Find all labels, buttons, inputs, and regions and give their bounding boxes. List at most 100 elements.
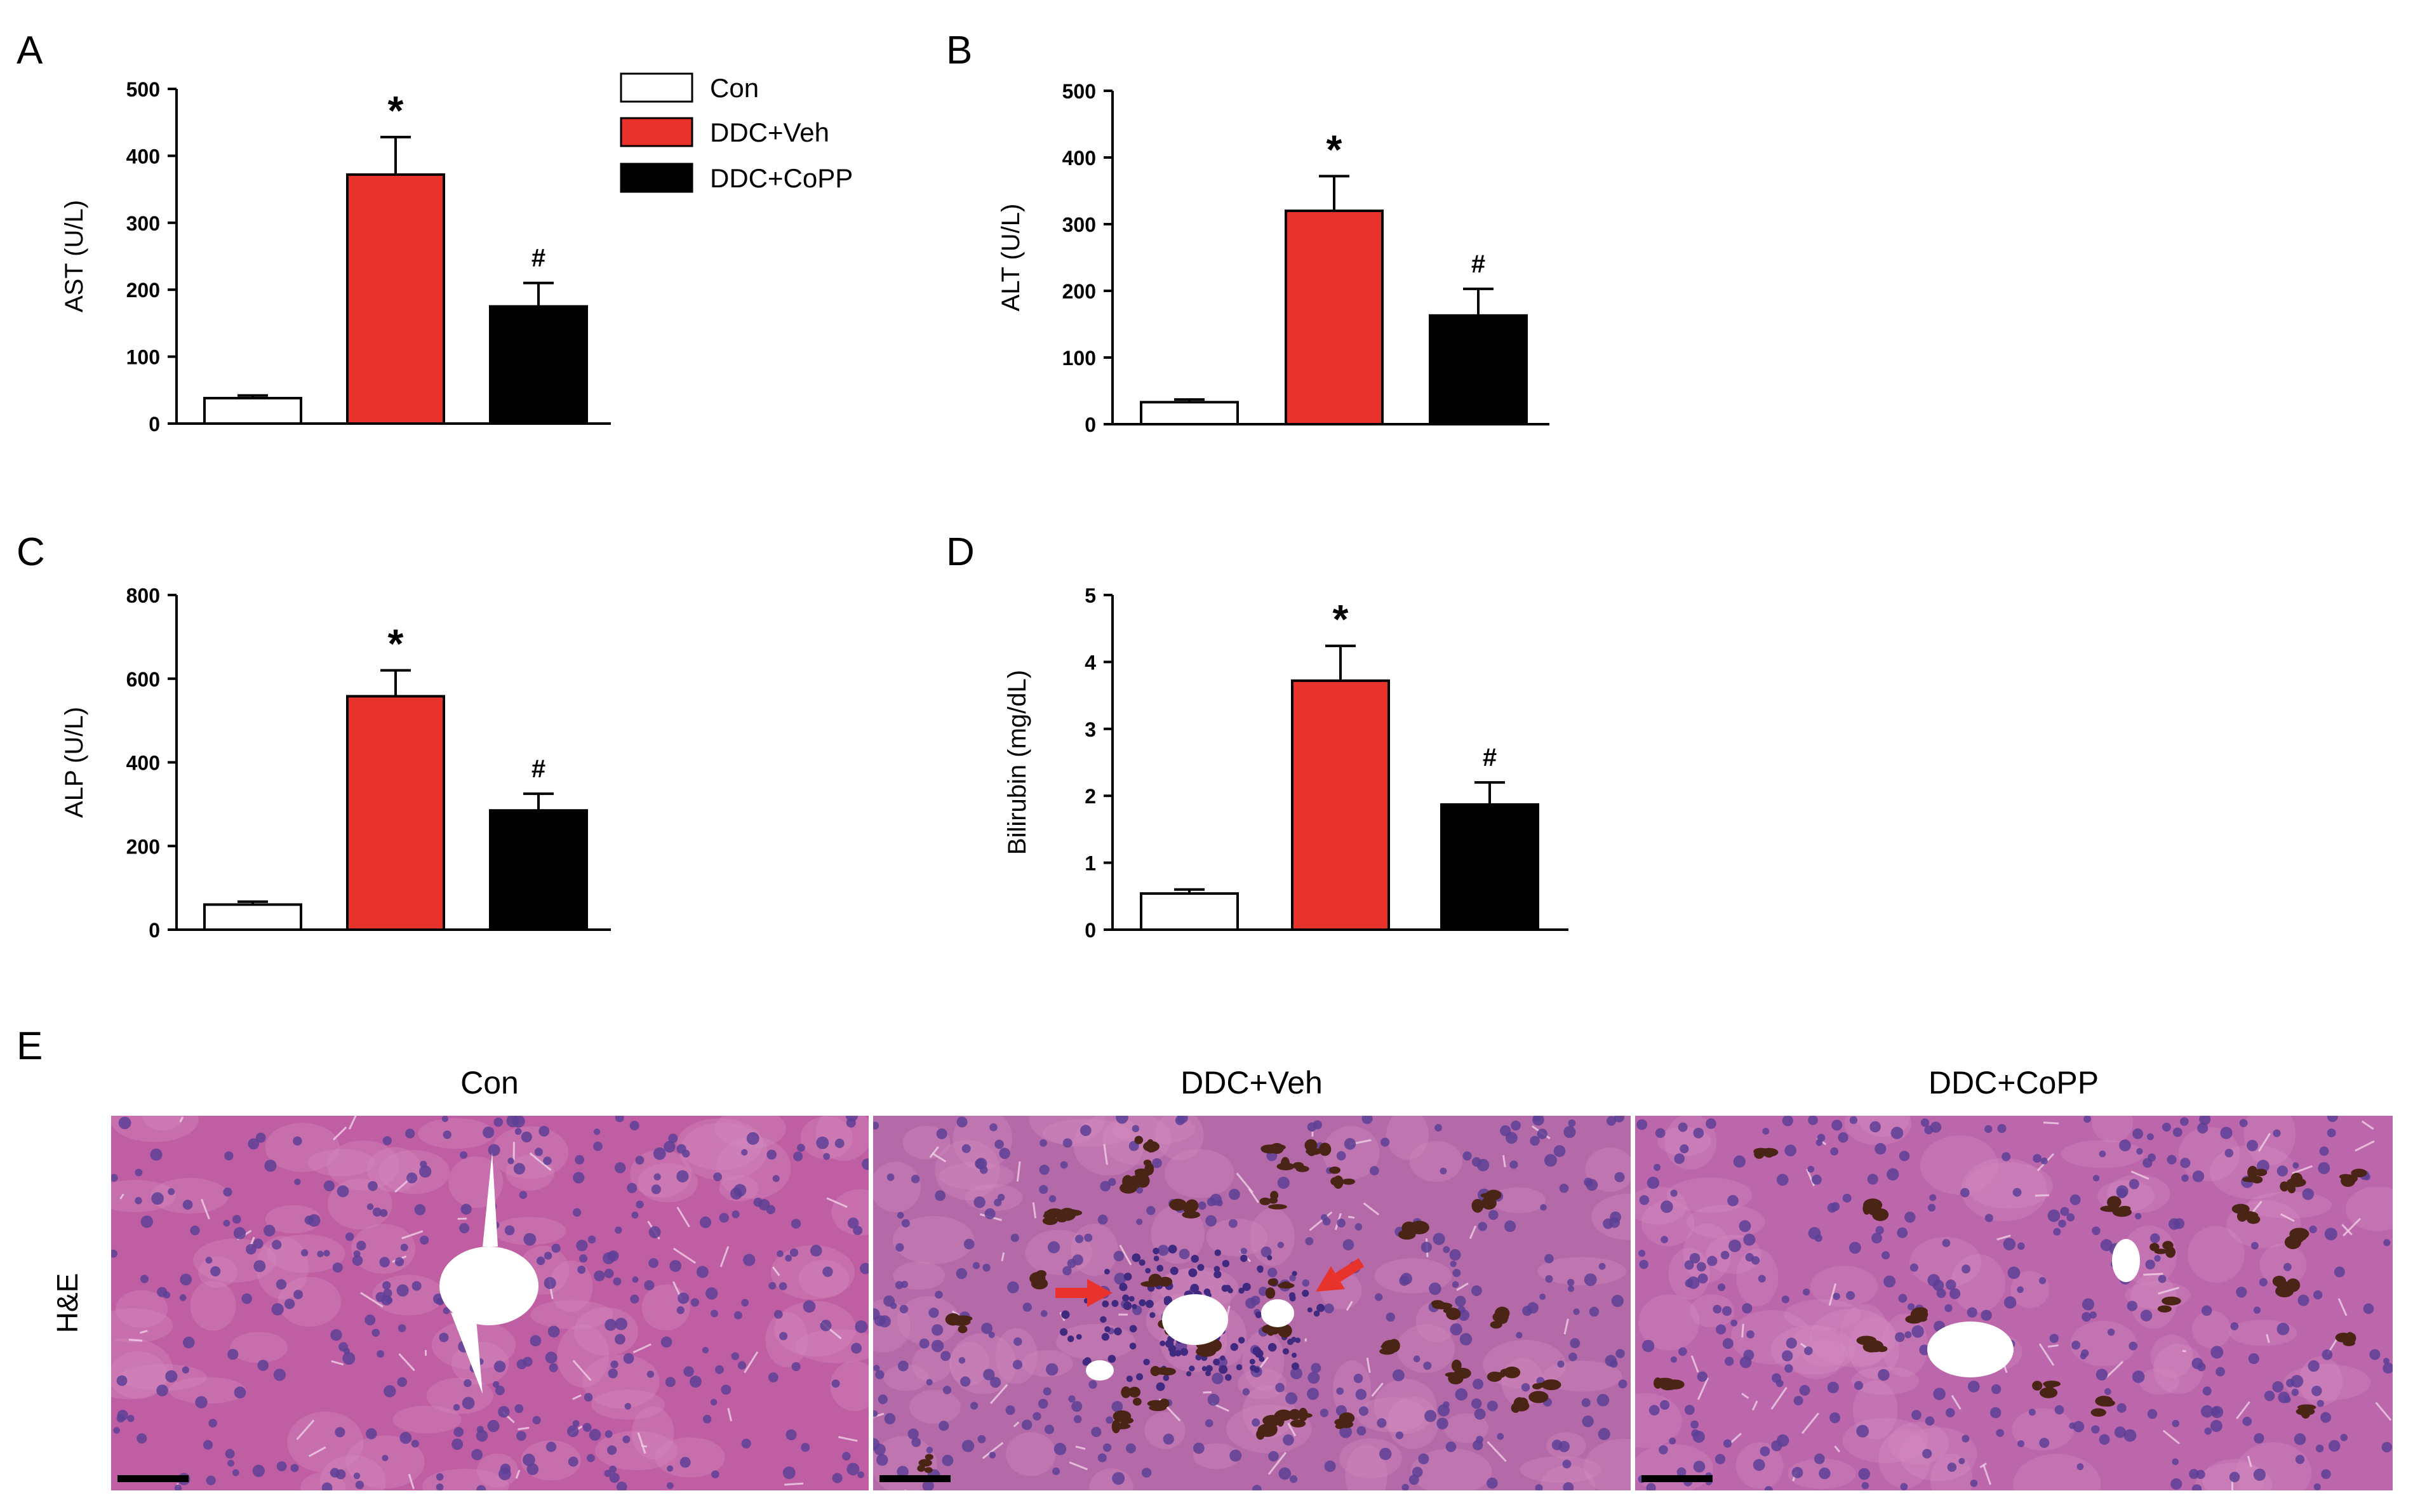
he-nucleus <box>1136 1219 1143 1226</box>
he-nucleus <box>2149 1233 2160 1243</box>
he-pigment <box>2341 1174 2356 1188</box>
he-vessel-branch <box>483 1153 498 1247</box>
he-cytoplasm <box>1409 1141 1463 1182</box>
he-nucleus <box>741 1299 749 1307</box>
he-inflammatory-cell <box>1129 1325 1137 1333</box>
chart-a-significance-1: * <box>388 88 404 133</box>
he-nucleus <box>323 1180 335 1191</box>
he-nucleus <box>1152 1158 1162 1168</box>
he-nucleus <box>1733 1155 1746 1168</box>
he-inflammatory-cell <box>1267 1255 1273 1261</box>
he-nucleus <box>1904 1331 1912 1339</box>
he-nucleus <box>834 1139 845 1149</box>
he-cytoplasm <box>1961 1158 2047 1222</box>
he-sinusoid <box>1363 1202 1380 1215</box>
he-cytoplasm <box>952 1116 1013 1170</box>
he-nucleus <box>382 1136 392 1146</box>
he-nucleus <box>605 1430 613 1438</box>
he-nucleus <box>1582 1415 1594 1428</box>
he-cytoplasm <box>1089 1468 1133 1490</box>
chart-a: 0 100 200 300 400 500 AST (U/L) * # <box>60 78 611 436</box>
he-nucleus <box>715 1365 724 1374</box>
he-nucleus <box>2179 1117 2189 1126</box>
he-nucleus <box>615 1318 628 1330</box>
he-nucleus <box>232 1469 239 1476</box>
he-cytoplasm <box>319 1455 386 1490</box>
he-sinusoid <box>1287 1422 1297 1436</box>
he-sinusoid <box>929 1146 939 1158</box>
he-nucleus <box>405 1128 415 1139</box>
he-inflammatory-cell <box>1145 1268 1151 1274</box>
he-nucleus <box>2319 1146 2329 1156</box>
he-inflammatory-cell <box>1163 1374 1170 1381</box>
he-nucleus <box>113 1427 120 1434</box>
he-nucleus <box>1132 1125 1140 1132</box>
chart-c-bar-2 <box>489 809 588 931</box>
he-nucleus <box>2200 1405 2214 1418</box>
he-inflammatory-cell <box>1230 1342 1238 1351</box>
he-nucleus <box>1764 1486 1773 1490</box>
he-nucleus <box>379 1208 388 1217</box>
he-nucleus <box>1344 1138 1356 1150</box>
he-nucleus <box>1562 1459 1572 1469</box>
he-nucleus <box>1052 1467 1060 1475</box>
he-nucleus <box>1267 1268 1278 1278</box>
chart-c-significance-1: * <box>388 621 404 667</box>
he-pigment <box>1295 1165 1309 1172</box>
he-sinusoid <box>719 1246 730 1268</box>
he-pigment <box>1278 1323 1292 1338</box>
he-cytoplasm <box>378 1150 450 1194</box>
he-cytoplasm <box>939 1162 1015 1190</box>
he-vessel-lumen-small <box>2112 1239 2140 1282</box>
he-nucleus <box>1636 1119 1648 1130</box>
he-nucleus <box>2003 1296 2017 1309</box>
he-nucleus <box>1471 1157 1481 1167</box>
he-nucleus <box>127 1415 135 1422</box>
he-nucleus <box>1856 1424 1869 1438</box>
he-nucleus <box>1433 1233 1445 1245</box>
he-nucleus <box>2136 1147 2143 1155</box>
he-cytoplasm <box>2070 1320 2137 1367</box>
he-inflammatory-cell <box>1238 1337 1245 1344</box>
he-nucleus <box>2276 1165 2288 1177</box>
he-nucleus <box>1048 1241 1060 1254</box>
he-nucleus <box>970 1402 979 1410</box>
he-duct-lumen <box>1086 1360 1114 1381</box>
legend: Con DDC+Veh DDC+CoPP <box>620 72 853 193</box>
he-nucleus <box>636 1200 644 1208</box>
he-pigment <box>1066 1210 1083 1216</box>
he-pigment <box>918 1459 932 1467</box>
he-sinusoid <box>119 1193 124 1200</box>
he-nucleus <box>536 1256 545 1266</box>
chart-a-y-tick-label: 0 <box>149 413 160 436</box>
he-nucleus <box>2229 1471 2240 1483</box>
he-nucleus <box>487 1420 500 1433</box>
he-nucleus <box>1302 1279 1310 1287</box>
he-nucleus <box>1646 1483 1656 1490</box>
he-nucleus <box>2189 1469 2199 1479</box>
he-pigment <box>1915 1307 1928 1315</box>
he-nucleus <box>653 1147 666 1160</box>
he-sinusoid <box>744 1351 759 1374</box>
he-nucleus <box>257 1360 269 1371</box>
he-cytoplasm <box>1144 1412 1186 1449</box>
he-nucleus <box>623 1353 634 1364</box>
he-nucleus <box>2308 1360 2320 1372</box>
he-nucleus <box>2236 1287 2247 1298</box>
he-nucleus <box>1827 1381 1839 1393</box>
he-nucleus <box>225 1448 235 1459</box>
he-nucleus <box>1022 1302 1033 1312</box>
he-cytoplasm <box>230 1332 288 1363</box>
he-cytoplasm <box>815 1116 869 1161</box>
he-nucleus <box>1854 1381 1864 1390</box>
he-pigment <box>925 1454 933 1461</box>
he-pigment <box>1528 1391 1549 1403</box>
he-pigment <box>1267 1419 1277 1427</box>
chart-d-y-tick-label: 1 <box>1085 852 1096 875</box>
he-nucleus <box>2007 1266 2021 1280</box>
panel-label-a: A <box>17 29 43 72</box>
he-nucleus <box>1781 1350 1793 1361</box>
he-nucleus <box>1676 1467 1687 1477</box>
he-nucleus <box>1450 1323 1462 1336</box>
he-inflammatory-cell <box>1205 1370 1211 1377</box>
